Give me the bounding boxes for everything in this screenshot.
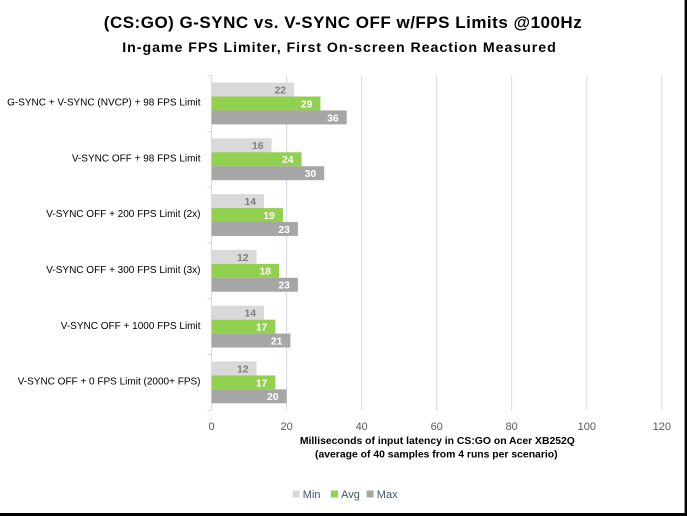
svg-text:17: 17 (256, 378, 268, 389)
svg-text:30: 30 (305, 169, 317, 180)
svg-text:21: 21 (271, 336, 283, 347)
svg-text:In-game FPS Limiter, First On-: In-game FPS Limiter, First On-screen Rea… (122, 40, 556, 56)
svg-text:120: 120 (653, 421, 671, 433)
svg-text:0: 0 (209, 421, 215, 433)
svg-text:100: 100 (578, 421, 596, 433)
svg-text:G-SYNC + V-SYNC (NVCP) + 98 FP: G-SYNC + V-SYNC (NVCP) + 98 FPS Limit (7, 98, 201, 109)
svg-text:24: 24 (282, 155, 294, 166)
svg-text:18: 18 (260, 267, 272, 278)
svg-text:19: 19 (263, 211, 275, 222)
svg-text:16: 16 (252, 141, 264, 152)
svg-text:Milliseconds of input latency: Milliseconds of input latency in CS:GO o… (300, 436, 575, 447)
svg-text:20: 20 (280, 421, 292, 433)
svg-text:12: 12 (237, 364, 249, 375)
svg-text:23: 23 (278, 281, 290, 292)
svg-text:(CS:GO) G-SYNC vs. V-SYNC OFF: (CS:GO) G-SYNC vs. V-SYNC OFF w/FPS Limi… (104, 13, 582, 32)
svg-text:(average of 40 samples from 4: (average of 40 samples from 4 runs per s… (315, 449, 558, 460)
svg-text:23: 23 (278, 225, 290, 236)
svg-text:Avg: Avg (341, 489, 360, 501)
svg-text:14: 14 (245, 197, 257, 208)
svg-text:20: 20 (267, 392, 279, 403)
svg-text:V-SYNC OFF + 1000 FPS Limit: V-SYNC OFF + 1000 FPS Limit (61, 321, 201, 332)
svg-text:V-SYNC OFF + 0 FPS Limit (2000: V-SYNC OFF + 0 FPS Limit (2000+ FPS) (18, 377, 201, 388)
svg-text:12: 12 (237, 253, 249, 264)
svg-text:22: 22 (275, 85, 287, 96)
svg-text:V-SYNC OFF + 300 FPS Limit (3x: V-SYNC OFF + 300 FPS Limit (3x) (46, 265, 200, 276)
svg-text:36: 36 (327, 113, 339, 124)
svg-text:40: 40 (356, 421, 368, 433)
svg-text:29: 29 (301, 99, 313, 110)
svg-text:Min: Min (303, 489, 321, 501)
svg-text:V-SYNC OFF + 200 FPS Limit (2x: V-SYNC OFF + 200 FPS Limit (2x) (46, 209, 200, 220)
svg-text:V-SYNC OFF + 98 FPS Limit: V-SYNC OFF + 98 FPS Limit (72, 154, 201, 165)
svg-text:Max: Max (377, 489, 398, 501)
svg-text:60: 60 (431, 421, 443, 433)
svg-text:17: 17 (256, 323, 268, 334)
svg-text:80: 80 (506, 421, 518, 433)
svg-text:14: 14 (245, 309, 257, 320)
